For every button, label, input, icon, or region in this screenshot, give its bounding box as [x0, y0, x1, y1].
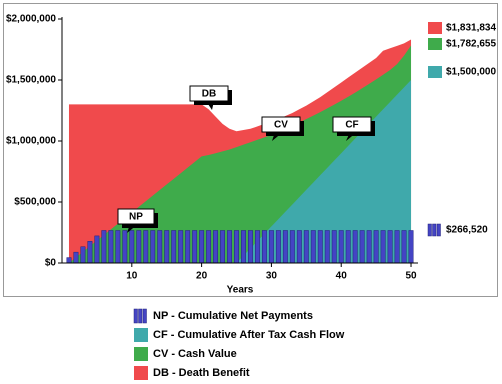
bar [136, 230, 142, 264]
bar [275, 230, 281, 264]
bar [157, 230, 163, 264]
legend-label: DB - Death Benefit [153, 367, 250, 379]
bar [317, 230, 323, 264]
bar [394, 230, 400, 264]
bar [255, 230, 260, 264]
bar [150, 230, 156, 264]
y-tick-label: $1,500,000 [6, 75, 56, 86]
bar [366, 230, 372, 264]
callout-text: CF [345, 120, 358, 131]
legend-swatch [436, 223, 441, 237]
legend-swatch [142, 308, 147, 324]
y-tick-label: $2,000,000 [6, 14, 56, 25]
bar [143, 230, 149, 264]
x-tick-label: 30 [266, 271, 278, 282]
bar [66, 257, 72, 264]
legend-swatch [134, 328, 148, 342]
area [68, 80, 412, 263]
bar [234, 230, 239, 264]
callout: CF [332, 116, 375, 141]
x-tick-label: 10 [126, 271, 138, 282]
legend-swatch [427, 223, 432, 237]
y-tick-label: $500,000 [14, 197, 56, 208]
bar [164, 230, 170, 264]
end-swatch [428, 38, 442, 50]
bar [359, 230, 365, 264]
legend-swatch [134, 366, 148, 380]
bar [227, 230, 232, 264]
y-tick-label: $1,000,000 [6, 136, 56, 147]
legend-label: CV - Cash Value [153, 348, 237, 360]
bar [115, 230, 121, 264]
bar [387, 230, 393, 264]
bar [352, 230, 358, 264]
bar [380, 230, 386, 264]
callout-text: NP [129, 212, 143, 223]
bar [220, 230, 225, 264]
bar [94, 235, 100, 264]
bar [206, 230, 212, 264]
bar [303, 230, 309, 264]
bar [108, 230, 114, 264]
callout: DB [189, 85, 232, 110]
x-axis-label: Years [227, 285, 254, 296]
legend-label: CF - Cumulative After Tax Cash Flow [153, 329, 345, 341]
legend-label: NP - Cumulative Net Payments [153, 310, 313, 322]
bar [241, 230, 246, 264]
x-tick-label: 50 [405, 271, 417, 282]
legend-swatch [432, 223, 437, 237]
bar [345, 230, 351, 264]
callout-text: CV [274, 120, 288, 131]
bar [373, 230, 379, 264]
bar [282, 230, 288, 264]
bar [401, 230, 407, 264]
bar [87, 241, 93, 264]
callout: NP [117, 208, 158, 233]
end-label: $1,831,834 [446, 23, 496, 34]
bar [248, 230, 253, 264]
bar [324, 230, 330, 264]
bar [289, 230, 295, 264]
legend-swatch [138, 308, 143, 324]
y-tick-label: $0 [45, 258, 57, 269]
x-tick-label: 20 [196, 271, 208, 282]
x-tick-label: 40 [336, 271, 348, 282]
bar [171, 230, 177, 264]
bar [185, 230, 191, 264]
end-label: $1,500,000 [446, 67, 496, 78]
bar [338, 230, 344, 264]
bar [261, 230, 267, 264]
legend-swatch [134, 347, 148, 361]
bar [101, 230, 107, 264]
bar [331, 230, 337, 264]
bar [268, 230, 274, 264]
legend-swatch [133, 308, 138, 324]
callouts: DB CV CF NP [117, 85, 375, 233]
bar [310, 230, 316, 264]
bar [122, 230, 128, 264]
bar [296, 230, 302, 264]
callout: CV [261, 116, 304, 141]
callout-text: DB [202, 89, 216, 100]
bar [213, 230, 219, 264]
bar [178, 230, 184, 264]
bar [408, 230, 414, 264]
bar [80, 246, 86, 264]
bar [129, 230, 135, 264]
end-swatch [428, 22, 442, 34]
bar [73, 251, 79, 264]
end-swatch [428, 66, 442, 78]
bar [192, 230, 198, 264]
bar [199, 230, 205, 264]
end-label: $266,520 [446, 225, 488, 236]
end-label: $1,782,655 [446, 39, 496, 50]
legend: NP - Cumulative Net Payments CF - Cumulat… [133, 308, 345, 380]
